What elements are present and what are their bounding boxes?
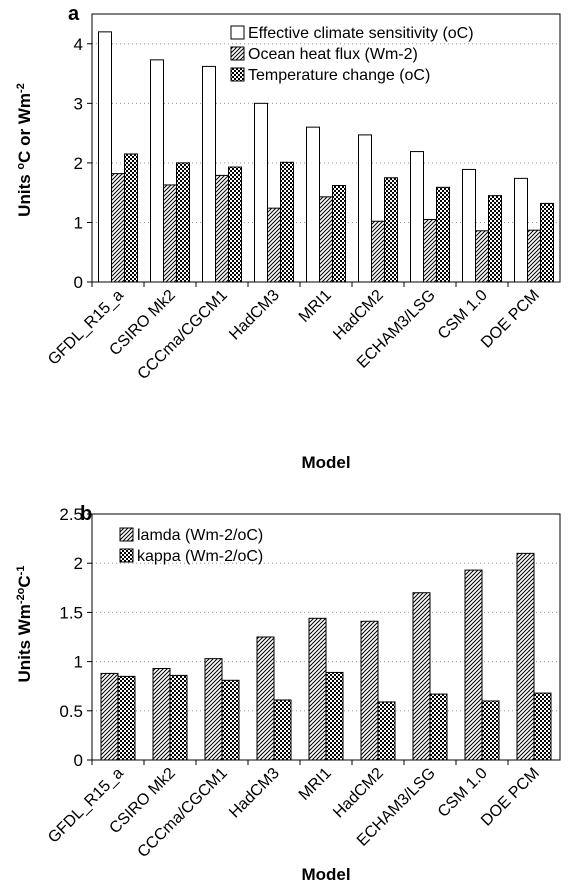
bar (117, 675, 136, 761)
y-axis-title-b: Units Wm-2oC-1 (15, 566, 34, 683)
bar (423, 218, 437, 283)
bar (228, 166, 242, 283)
x-category-label: MRI1 (296, 287, 335, 326)
y-tick-label: 4 (74, 35, 83, 54)
y-tick-label: 1 (74, 213, 83, 232)
bar (533, 692, 552, 761)
bar (306, 126, 320, 283)
legend-entry: kappa (Wm-2/oC) (137, 548, 263, 565)
bar (488, 195, 502, 283)
x-category-label: MRI1 (296, 765, 335, 804)
y-tick-label: 0.5 (59, 702, 83, 721)
y-axis-title-a: Units oC or Wm-2 (15, 83, 34, 217)
legend-entry: lamda (Wm-2/oC) (137, 527, 263, 544)
x-category-label: HadCM3 (226, 765, 283, 822)
legend-swatch (119, 527, 134, 542)
bar (215, 174, 229, 283)
bar (319, 196, 333, 283)
plot-frame-a (91, 13, 561, 283)
bar (429, 693, 448, 761)
y-tick-label: 1.5 (59, 603, 83, 622)
bar (358, 134, 372, 283)
legend-swatch (230, 46, 245, 61)
legend-swatch (230, 67, 245, 82)
legend-swatch (230, 25, 245, 40)
bar (436, 186, 450, 283)
legend-b: lamda (Wm-2/oC) kappa (Wm-2/oC) (119, 527, 263, 565)
bar (371, 220, 385, 283)
panel-label-b: b (80, 503, 92, 525)
bar (481, 700, 500, 761)
bar (514, 177, 528, 283)
bar (273, 699, 292, 761)
bar (163, 184, 177, 283)
bar (152, 667, 171, 761)
bar (111, 173, 125, 283)
bar (462, 168, 476, 283)
bar (325, 671, 344, 761)
bar (464, 569, 483, 761)
x-category-label: HadCM3 (226, 287, 283, 344)
bar (410, 151, 424, 283)
bar (202, 65, 216, 283)
bar (377, 701, 396, 761)
legend-swatch (119, 548, 134, 563)
y-tick-label: 2.5 (59, 505, 83, 524)
bar (124, 153, 138, 283)
bar (308, 617, 327, 761)
bar (384, 177, 398, 283)
bar (254, 102, 268, 283)
y-tick-label: 1 (74, 653, 83, 672)
bar (527, 229, 541, 283)
y-tick-label: 3 (74, 94, 83, 113)
bar (176, 162, 190, 283)
x-category-label: CCCma/CGCM1 (135, 765, 231, 861)
bar (475, 230, 489, 283)
bar (280, 161, 294, 283)
bar (150, 59, 164, 283)
bar (360, 620, 379, 761)
bar (540, 202, 554, 283)
legend-a: Effective climate sensitivity (oC) Ocean … (230, 25, 474, 84)
legend-entry: Ocean heat flux (Wm-2) (248, 46, 418, 63)
x-axis-title-a: Model (301, 453, 350, 472)
legend-entry: Effective climate sensitivity (oC) (248, 25, 474, 42)
x-category-label: CCCma/CGCM1 (135, 287, 231, 383)
y-tick-label: 2 (74, 154, 83, 173)
y-tick-label: 2 (74, 554, 83, 573)
bar (221, 679, 240, 761)
bar (100, 672, 119, 761)
bar (169, 674, 188, 761)
bar (516, 552, 535, 761)
y-tick-label: 0 (74, 273, 83, 292)
x-axis-title-b: Model (301, 865, 350, 884)
bar (256, 636, 275, 761)
bar (332, 185, 346, 283)
y-tick-label: 0 (74, 751, 83, 770)
plot-frame-b (91, 513, 561, 761)
bar (204, 658, 223, 761)
legend-entry: Temperature change (oC) (248, 67, 430, 84)
chart-panel-b: b Units Wm-2oC-1 00.511.522.5 GFDL_R15_a… (15, 503, 561, 884)
panel-label-a: a (68, 3, 80, 25)
bar (267, 207, 281, 283)
bar (412, 592, 431, 761)
bar (98, 31, 112, 283)
